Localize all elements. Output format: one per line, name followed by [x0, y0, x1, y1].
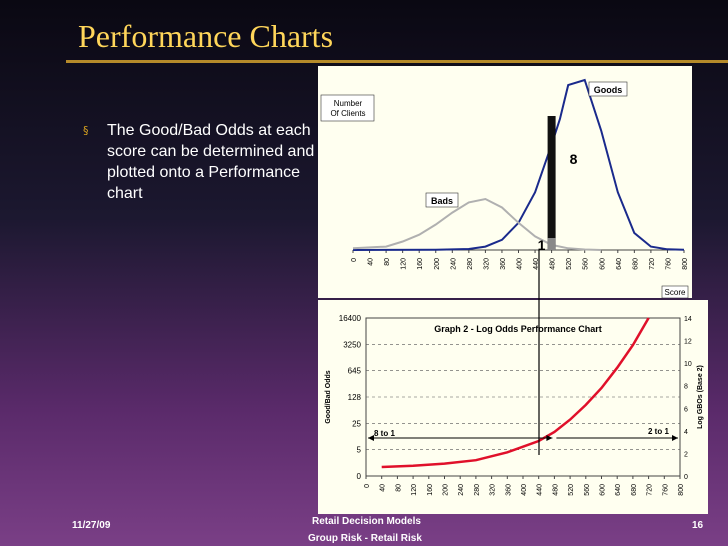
x-tick-label: 200: [443, 484, 450, 496]
y-right-tick-label: 6: [684, 406, 688, 413]
y-right-tick-label: 2: [684, 451, 688, 458]
y-left-tick-label: 5: [357, 446, 362, 455]
bads-count-bar: [547, 238, 556, 250]
x-tick-label: 0: [351, 258, 358, 262]
y-right-tick-label: 10: [684, 361, 692, 368]
x-tick-label: 0: [364, 484, 371, 488]
x-tick-label: 40: [380, 484, 387, 492]
x-tick-label: 800: [678, 484, 685, 496]
x-tick-label: 120: [411, 484, 418, 496]
x-tick-label: 600: [600, 484, 607, 496]
x-tick-label: 200: [434, 258, 441, 270]
y-axis-label-line1: Number: [334, 99, 363, 108]
x-tick-label: 720: [647, 484, 654, 496]
x-tick-label: 80: [395, 484, 402, 492]
log-odds-chart: 0 5 25 128 645 3250 16400 0 2 4 6 8 10 12 14 0 40 80 120 16…: [325, 314, 704, 496]
x-tick-label: 160: [427, 484, 434, 496]
x-tick-label: 640: [615, 484, 622, 496]
goods-legend-label: Goods: [594, 85, 623, 95]
arrow-8to1-head-right: [546, 435, 553, 441]
y-left-tick-label: 645: [348, 367, 362, 376]
y-left-tick-label: 3250: [343, 340, 361, 349]
x-tick-label: 560: [584, 484, 591, 496]
x-tick-label: 360: [505, 484, 512, 496]
x-tick-label: 160: [417, 258, 424, 270]
ylabel-box: [320, 94, 375, 122]
x-tick-label: 640: [616, 258, 623, 270]
bads-label-box: [425, 192, 459, 208]
x-tick-label: 280: [474, 484, 481, 496]
y-left-tick-label: 0: [357, 472, 362, 481]
x-tick-label: 680: [632, 258, 639, 270]
arrow-2to1-head: [672, 435, 678, 441]
annotation-8-to-1: 8 to 1: [374, 429, 395, 438]
x-tick-label: 760: [665, 258, 672, 270]
x-tick-label: 40: [368, 258, 375, 266]
x-tick-label: 120: [401, 258, 408, 270]
annotation-1: 1: [538, 237, 546, 253]
x-axis-label: Score: [665, 288, 686, 297]
y-left-tick-label: 25: [352, 419, 361, 428]
x-tick-label: 240: [458, 484, 465, 496]
x-tick-label: 240: [450, 258, 457, 270]
page-number: 16: [692, 520, 704, 531]
bullet-marker-icon: §: [83, 124, 89, 137]
footer-center-line1: Retail Decision Models: [312, 516, 421, 527]
y-right-tick-label: 14: [684, 316, 692, 323]
footer-date: 11/27/09: [72, 520, 111, 531]
title-underline: [66, 60, 728, 63]
arrow-8to1-head-left: [368, 435, 374, 441]
series-line-goods: [352, 78, 685, 251]
x-tick-label: 440: [533, 258, 540, 270]
y-right-tick-label: 4: [684, 429, 688, 436]
x-tick-label: 400: [517, 258, 524, 270]
x-tick-label: 320: [483, 258, 490, 270]
y-left-tick-label: 128: [348, 393, 362, 402]
log-odds-chart-panel: 0 5 25 128 645 3250 16400 0 2 4 6 8 10 12 14 0 40 80 120 16…: [318, 300, 708, 514]
y-axis-label: Good/Bad Odds: [325, 370, 332, 423]
x-tick-label: 680: [631, 484, 638, 496]
x-tick-label: 440: [537, 484, 544, 496]
slide-title: Performance Charts: [78, 18, 334, 54]
x-tick-label: 800: [682, 258, 689, 270]
goods-label-box: [588, 81, 628, 97]
x-tick-label: 520: [568, 484, 575, 496]
x-tick-label: 80: [384, 258, 391, 266]
bullet-text: The Good/Bad Odds at each score can be d…: [107, 122, 315, 202]
goods-count-bar: [547, 116, 556, 250]
y-axis-label-line2: Of Clients: [330, 109, 365, 118]
distribution-chart: 0 40 80 120 160 200 240 280 320 360 400 440 480 520 56…: [320, 78, 689, 299]
y-left-tick-label: 16400: [339, 314, 362, 323]
chart-title: Graph 2 - Log Odds Performance Chart: [434, 324, 602, 334]
distribution-chart-panel: 0 40 80 120 160 200 240 280 320 360 400 440 480 520 56…: [318, 66, 692, 299]
x-tick-label: 360: [500, 258, 507, 270]
y-right-tick-label: 12: [684, 339, 692, 346]
x-tick-label: 520: [566, 258, 573, 270]
annotation-2-to-1: 2 to 1: [648, 427, 669, 436]
x-tick-label: 600: [599, 258, 606, 270]
series-line-bads: [352, 197, 602, 251]
bads-legend-label: Bads: [431, 196, 453, 206]
annotation-8: 8: [570, 151, 578, 167]
y2-axis-label: Log GBOs (Base 2): [697, 365, 704, 429]
x-tick-label: 400: [521, 484, 528, 496]
x-tick-label: 760: [662, 484, 669, 496]
y-right-tick-label: 0: [684, 474, 688, 481]
x-tick-label: 280: [467, 258, 474, 270]
y-right-tick-label: 8: [684, 384, 688, 391]
x-tick-label: 720: [649, 258, 656, 270]
x-tick-label: 560: [583, 258, 590, 270]
x-tick-label: 480: [552, 484, 559, 496]
footer-center-line2: Group Risk - Retail Risk: [308, 533, 422, 544]
x-tick-label: 320: [490, 484, 497, 496]
x-tick-label: 480: [550, 258, 557, 270]
